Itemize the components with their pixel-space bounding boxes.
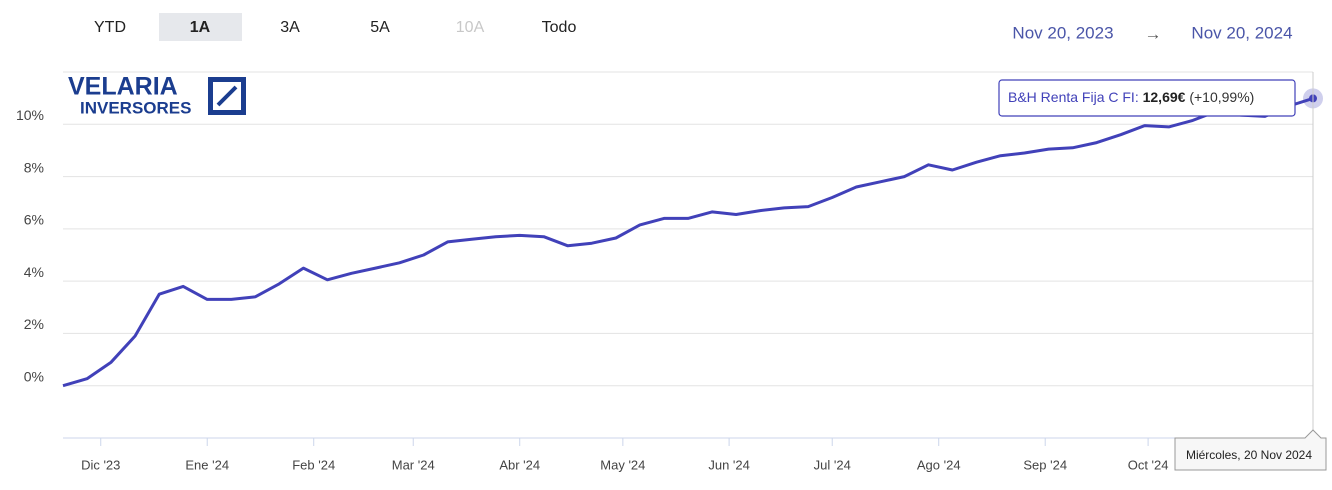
range-button[interactable]: 3A: [280, 19, 300, 36]
x-tick-label: Abr '24: [499, 457, 540, 472]
x-tick-label: Ago '24: [917, 457, 961, 472]
y-tick-label: 4%: [24, 264, 44, 280]
tooltip: B&H Renta Fija C FI: 12,69€ (+10,99%): [998, 79, 1296, 117]
tooltip-box: [998, 79, 1296, 117]
range-button: 10A: [456, 19, 485, 36]
logo-text: VELARIA: [68, 73, 178, 101]
date-tooltip-text: Miércoles, 20 Nov 2024: [1186, 448, 1312, 462]
range-button[interactable]: YTD: [94, 19, 126, 36]
date-from[interactable]: Nov 20, 2023: [1012, 23, 1113, 42]
date-tooltip: Miércoles, 20 Nov 2024: [1174, 429, 1327, 471]
y-tick-label: 10%: [16, 107, 44, 123]
x-tick-label: Dic '23: [81, 457, 120, 472]
y-tick-label: 6%: [24, 212, 44, 228]
logo: VELARIA INVERSORES: [68, 73, 246, 117]
range-button[interactable]: Todo: [542, 19, 577, 36]
tooltip-text: B&H Renta Fija C FI: 12,69€ (+10,99%): [1008, 89, 1254, 105]
tooltip-series: B&H Renta Fija C FI: [1008, 89, 1135, 105]
series-line: [62, 96, 1314, 388]
range-button[interactable]: 5A: [370, 19, 390, 36]
range-button[interactable]: 1A: [190, 19, 211, 36]
logo-text: INVERSORES: [80, 98, 191, 117]
y-tick-label: 8%: [24, 159, 44, 175]
x-tick-label: Jun '24: [708, 457, 750, 472]
y-tick-label: 2%: [24, 316, 44, 332]
date-arrow: →: [1145, 24, 1162, 43]
range-button-bg: [159, 13, 242, 41]
x-tick-label: Ene '24: [185, 457, 229, 472]
x-tick-label: Feb '24: [292, 457, 335, 472]
x-tick-label: Mar '24: [392, 457, 435, 472]
date-tooltip-box: [1174, 429, 1327, 471]
tooltip-change: (+10,99%): [1189, 89, 1254, 105]
date-to[interactable]: Nov 20, 2024: [1191, 23, 1292, 42]
x-tick-label: May '24: [600, 457, 645, 472]
x-tick-label: Sep '24: [1023, 457, 1067, 472]
x-tick-label: Jul '24: [814, 457, 851, 472]
y-tick-label: 0%: [24, 368, 44, 384]
logo-slash: [216, 85, 238, 107]
tooltip-price: 12,69€: [1143, 89, 1186, 105]
x-tick-label: Oct '24: [1128, 457, 1169, 472]
